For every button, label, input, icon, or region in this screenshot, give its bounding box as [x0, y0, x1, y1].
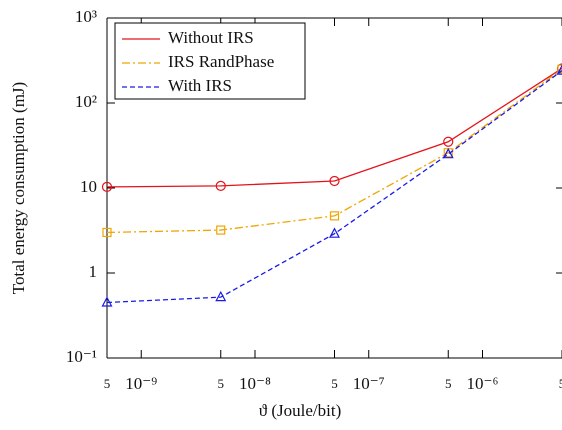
x-tick-label: 5	[445, 376, 452, 391]
y-tick-label: 1	[89, 262, 98, 281]
x-tick-label: 10⁻⁹	[125, 374, 157, 393]
legend-label: Without IRS	[168, 28, 254, 47]
marker	[329, 211, 340, 221]
legend-box	[114, 22, 306, 100]
marker	[215, 180, 226, 191]
marker	[102, 227, 112, 238]
marker	[101, 181, 113, 193]
y-tick-label: 10²	[75, 92, 97, 111]
y-tick-label: 10³	[75, 7, 97, 26]
y-tick-label: 10⁻¹	[66, 347, 97, 366]
series-line	[106, 68, 562, 234]
x-tick-label: 10⁻⁸	[239, 374, 271, 393]
y-tick-label: 10	[80, 177, 97, 196]
series-line	[106, 67, 562, 188]
marker	[442, 147, 454, 159]
marker	[216, 225, 226, 235]
marker	[215, 290, 227, 302]
series-line	[106, 70, 562, 304]
x-tick-label: 5	[104, 376, 111, 391]
marker	[557, 64, 562, 74]
marker	[329, 227, 340, 238]
x-axis-label: ϑ (Joule/bit)	[259, 401, 342, 420]
marker	[101, 296, 113, 307]
legend-label: IRS RandPhase	[168, 52, 274, 71]
marker	[329, 175, 340, 187]
x-tick-label: 5	[331, 376, 338, 391]
x-tick-label: 5	[218, 376, 225, 391]
legend-label: With IRS	[168, 76, 232, 95]
marker	[556, 64, 562, 75]
x-tick-label: 10⁻⁷	[353, 374, 385, 393]
legend: Without IRS IRS RandPhase With IRS	[114, 22, 306, 100]
x-tick-label: 5	[559, 376, 562, 391]
marker	[443, 136, 454, 147]
y-axis-label: Total energy consumption (mJ)	[9, 82, 28, 294]
x-tick-label: 10⁻⁶	[467, 374, 499, 393]
